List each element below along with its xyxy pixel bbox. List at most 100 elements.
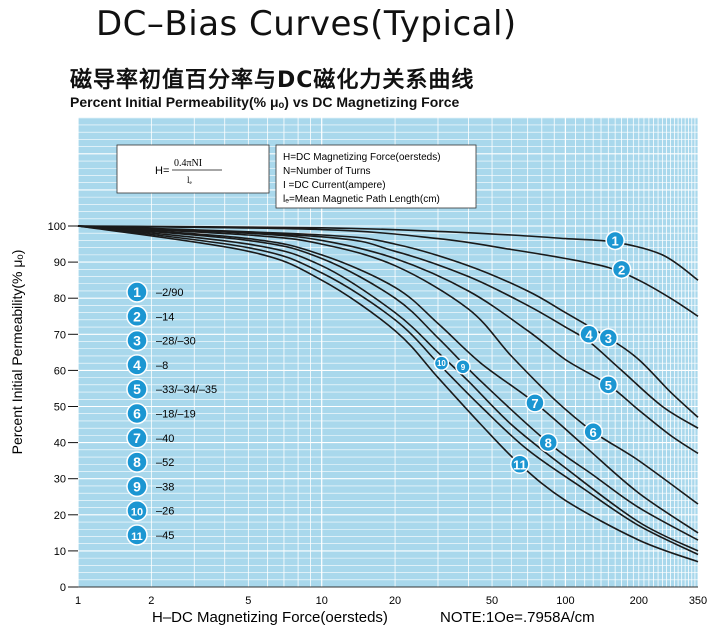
- x-axis-label: H–DC Magnetizing Force(oersteds): [152, 609, 388, 626]
- x-tick-label: 1: [75, 595, 81, 607]
- curve-badge-number: 1: [612, 233, 619, 248]
- curve-badge-11: 11: [510, 454, 530, 475]
- y-axis-label: Percent Initial Permeability(% μₒ): [9, 250, 25, 455]
- x-tick-labels: 1 2 5 10 20 50 100 200 350: [75, 595, 707, 607]
- curve-badge-4: 4: [579, 324, 599, 345]
- page-title: DC–Bias Curves(Typical): [96, 4, 517, 44]
- legend-label: –14: [156, 311, 174, 323]
- y-tick-label: 100: [48, 221, 66, 233]
- definition-i: I =DC Current(ampere): [283, 180, 386, 191]
- formula-denominator: lₑ: [187, 175, 193, 185]
- english-subtitle: Percent Initial Permeability(% μₒ) vs DC…: [70, 94, 460, 110]
- formula-lhs: H=: [155, 165, 169, 177]
- legend-label: –52: [156, 457, 174, 469]
- horizontal-gridlines: [78, 117, 698, 588]
- legend-item-2: 2 –14: [126, 305, 174, 328]
- legend-label: –45: [156, 530, 174, 542]
- y-tick-label: 30: [54, 474, 66, 486]
- x-tick-label: 350: [689, 595, 707, 607]
- legend-item-4: 4 –8: [126, 354, 168, 376]
- definition-le: lₑ=Mean Magnetic Path Length(cm): [283, 194, 440, 205]
- legend-label: –28/–30: [156, 336, 196, 348]
- curve-2: [77, 225, 699, 317]
- definitions-box: H=DC Magnetizing Force(oersteds) N=Numbe…: [275, 144, 477, 209]
- legend: 1 –2/90 2 –14 3 –28/–30 4 –8 5 –33/–34/–35 6 –18/–1…: [126, 281, 217, 546]
- legend-badge-number: 9: [133, 478, 141, 494]
- legend-badge-number: 7: [133, 430, 141, 446]
- y-tick-label: 40: [54, 438, 66, 450]
- curve-badge-6: 6: [583, 422, 603, 442]
- legend-item-10: 10 –26: [126, 499, 174, 522]
- legend-badge-number: 2: [133, 308, 141, 324]
- legend-badge-number: 3: [133, 333, 141, 349]
- legend-item-8: 8 –52: [126, 451, 174, 473]
- curve-badge-number: 3: [605, 331, 612, 346]
- legend-item-7: 7 –40: [126, 427, 174, 449]
- legend-item-6: 6 –18/–19: [126, 402, 196, 425]
- curve-number-badges: 1 2 34 5 6 7 8 9 10 11: [433, 230, 632, 475]
- curve-badge-number: 6: [590, 425, 597, 440]
- x-tick-label: 20: [389, 595, 401, 607]
- y-tick-label: 60: [54, 365, 66, 377]
- definition-h: H=DC Magnetizing Force(oersteds): [283, 152, 441, 163]
- curve-badge-number: 2: [618, 262, 625, 277]
- curve-6: [77, 225, 699, 505]
- formula-box: H= 0.4πNI lₑ: [116, 144, 270, 194]
- curve-1: [77, 225, 699, 281]
- legend-label: –26: [156, 506, 174, 518]
- legend-badge-number: 6: [133, 406, 141, 422]
- legend-label: –38: [156, 481, 174, 493]
- x-tick-label: 100: [556, 595, 574, 607]
- legend-badge-number: 8: [133, 454, 141, 470]
- x-tick-label: 5: [245, 595, 251, 607]
- curve-badge-7: 7: [525, 393, 545, 413]
- legend-label: –33/–34/–35: [156, 384, 217, 396]
- chinese-subtitle: 磁导率初值百分率与DC磁化力关系曲线: [70, 68, 475, 93]
- legend-badge-number: 11: [131, 531, 143, 543]
- curve-badge-1: 1: [605, 230, 625, 251]
- x-tick-label: 200: [630, 595, 648, 607]
- definition-n: N=Number of Turns: [283, 166, 371, 177]
- legend-item-1: 1 –2/90: [126, 281, 184, 303]
- curve-badge-number: 9: [461, 363, 466, 372]
- curve-badge-2: 2: [611, 259, 632, 280]
- curve-badge-3: 3: [598, 328, 619, 348]
- legend-badge-number: 5: [133, 381, 141, 397]
- legend-item-9: 9 –38: [126, 475, 174, 498]
- curve-badge-5: 5: [598, 375, 619, 395]
- formula-numerator: 0.4πNI: [174, 158, 202, 169]
- curve-badge-number: 5: [605, 378, 612, 393]
- unit-note: NOTE:1Oe=.7958A/cm: [440, 609, 595, 626]
- curve-badge-9: 9: [455, 359, 471, 375]
- curve-badge-10: 10: [433, 355, 450, 371]
- legend-badge-number: 4: [133, 357, 141, 373]
- curve-badge-number: 11: [513, 457, 527, 472]
- curve-badge-number: 8: [545, 436, 552, 451]
- y-tick-label: 80: [54, 293, 66, 305]
- y-tick-label: 90: [54, 257, 66, 269]
- legend-badge-number: 1: [133, 284, 141, 300]
- legend-item-5: 5 –33/–34/–35: [126, 378, 217, 400]
- curve-7: [77, 225, 699, 534]
- y-tick-label: 70: [54, 329, 66, 341]
- legend-label: –18/–19: [156, 409, 196, 421]
- x-tick-label: 2: [148, 595, 154, 607]
- legend-label: –2/90: [156, 287, 184, 299]
- y-tick-label: 10: [54, 546, 66, 558]
- curve-8: [77, 225, 699, 541]
- curve-badge-number: 7: [531, 396, 538, 411]
- legend-label: –40: [156, 433, 174, 445]
- y-tick-label: 20: [54, 510, 66, 522]
- legend-badge-number: 10: [131, 507, 143, 519]
- legend-item-3: 3 –28/–30: [126, 329, 196, 352]
- curve-badge-8: 8: [538, 432, 558, 453]
- legend-label: –8: [156, 360, 168, 372]
- y-tick-label: 50: [54, 402, 66, 414]
- x-tick-label: 50: [486, 595, 498, 607]
- legend-item-11: 11 –45: [126, 524, 174, 546]
- curve-3: [77, 225, 699, 418]
- curve-11: [77, 225, 699, 563]
- curve-4: [77, 225, 699, 429]
- curve-group: [77, 225, 699, 563]
